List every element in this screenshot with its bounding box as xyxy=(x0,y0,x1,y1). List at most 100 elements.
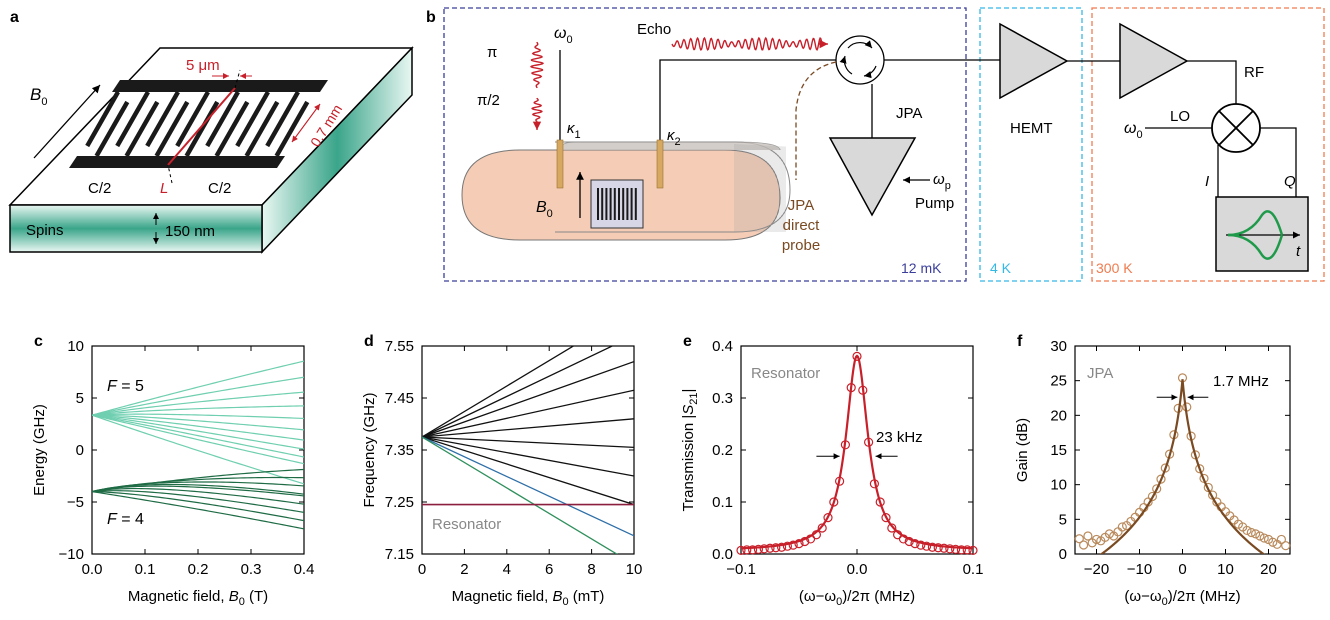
x-tick-label: 10 xyxy=(1217,561,1234,578)
resonator-pattern xyxy=(69,80,328,168)
y-tick-label: 0.2 xyxy=(712,442,733,459)
echo-path xyxy=(671,36,823,52)
data-point xyxy=(1117,522,1127,532)
jpa-amplifier xyxy=(828,137,917,217)
level-f5 xyxy=(92,414,304,450)
y-tick-label: 7.55 xyxy=(385,338,414,355)
cavity xyxy=(461,141,791,241)
level-f4 xyxy=(92,483,304,495)
x-tick-label: −20 xyxy=(1084,561,1109,578)
data-point xyxy=(834,476,845,486)
capacitor-finger xyxy=(184,100,220,158)
data-point xyxy=(968,545,978,555)
data-point xyxy=(939,543,949,553)
stage-12mk-label: 12 mK xyxy=(901,260,942,276)
level-f5 xyxy=(92,414,304,485)
y-tick-label: 7.35 xyxy=(385,442,414,459)
transition-line xyxy=(422,360,634,438)
data-point xyxy=(898,534,909,544)
svg-text:ω0: ω0 xyxy=(1124,120,1143,141)
svg-text:B0: B0 xyxy=(30,85,47,108)
x-tick-label: 10 xyxy=(626,561,643,578)
c-left-label: C/2 xyxy=(88,180,111,197)
svg-text:κ2: κ2 xyxy=(667,127,681,148)
fit-curve xyxy=(740,354,974,550)
data-point xyxy=(771,543,781,553)
level-f5 xyxy=(92,414,304,465)
gap-label: 5 μm xyxy=(186,57,220,74)
transition-line xyxy=(422,436,634,506)
data-point xyxy=(921,541,932,551)
x-tick-label: 0 xyxy=(1178,561,1186,578)
antenna-2-line xyxy=(659,59,836,140)
x-tick-label: 0.0 xyxy=(82,561,103,578)
data-point xyxy=(1268,537,1278,547)
level-f4 xyxy=(92,491,304,530)
y-tick-label: 0.4 xyxy=(712,338,733,355)
x-tick-label: −10 xyxy=(1127,561,1152,578)
f4-annotation: F = 4 xyxy=(107,511,144,528)
data-point xyxy=(910,538,920,549)
level-f4 xyxy=(92,487,304,505)
level-f4 xyxy=(92,491,304,522)
data-point xyxy=(736,545,746,555)
x-tick-label: 8 xyxy=(587,561,595,578)
kappa2-label: κ xyxy=(667,127,676,144)
data-point xyxy=(846,383,856,393)
x-tick-label: 0 xyxy=(418,561,426,578)
x-tick-label: 6 xyxy=(545,561,553,578)
y-tick-label: 7.15 xyxy=(385,546,414,563)
inductor-wire xyxy=(167,87,236,166)
data-point xyxy=(800,536,810,547)
stage-4k-label: 4 K xyxy=(990,260,1012,276)
f5-annotation: F = 5 xyxy=(107,378,144,395)
spins-label: Spins xyxy=(26,222,64,239)
chip-front-face xyxy=(9,204,263,253)
data-point xyxy=(956,545,967,555)
y-axis-label: Gain (dB) xyxy=(1014,418,1031,482)
transition-line xyxy=(422,436,634,477)
y-tick-label: 0 xyxy=(76,442,84,459)
x-tick-label: 0.4 xyxy=(294,561,315,578)
data-point xyxy=(765,543,775,553)
x-axis-label: (ω−ω0)/2π (MHz) xyxy=(799,588,915,608)
data-point xyxy=(1255,531,1265,541)
data-point xyxy=(829,497,839,507)
data-point xyxy=(858,385,868,395)
rt-amplifier xyxy=(1119,22,1189,100)
capacitor-finger xyxy=(214,100,250,158)
x-tick-label: 0.1 xyxy=(135,561,156,578)
thickness-label: 150 nm xyxy=(165,223,215,240)
lo-omega-label: ω xyxy=(1124,120,1136,137)
y-tick-label: −5 xyxy=(67,494,84,511)
panel-c-letter: c xyxy=(34,333,43,350)
x-tick-label: 0.0 xyxy=(847,561,868,578)
echo-wave xyxy=(671,36,828,52)
data-point xyxy=(782,541,793,551)
data-point xyxy=(1250,529,1261,539)
capacitor-finger xyxy=(115,90,150,148)
series-group xyxy=(422,346,634,554)
data-point xyxy=(875,497,885,507)
data-point xyxy=(1083,531,1093,541)
data-point xyxy=(1246,527,1256,538)
y-tick-label: 25 xyxy=(1050,373,1067,390)
capacitor-finger xyxy=(124,100,160,158)
y-tick-label: 20 xyxy=(1050,407,1067,424)
stage-300k-box xyxy=(1091,7,1325,282)
c-right-label: C/2 xyxy=(208,180,231,197)
x-tick-label: 0.1 xyxy=(963,561,984,578)
capacitor-finger xyxy=(85,90,120,148)
data-point xyxy=(1281,541,1291,551)
b0-arrow xyxy=(33,84,101,159)
x-axis-label: Magnetic field, B0 (T) xyxy=(128,588,268,608)
level-f5 xyxy=(92,376,304,416)
panel-a-letter: a xyxy=(10,9,19,26)
capacitor-finger xyxy=(265,90,300,148)
level-f5 xyxy=(92,414,304,458)
svg-text:ωp: ωp xyxy=(933,171,951,192)
svg-text:ω0: ω0 xyxy=(554,25,573,46)
capacitor-finger xyxy=(244,100,280,158)
data-point xyxy=(753,544,764,554)
data-point xyxy=(759,544,769,554)
